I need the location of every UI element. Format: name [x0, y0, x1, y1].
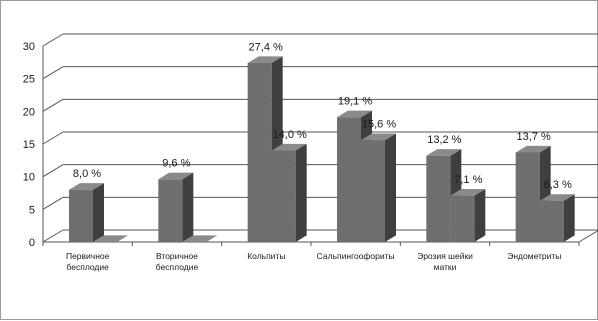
bar-0-3-top [337, 110, 372, 118]
y-tick-label: 10 [23, 172, 35, 184]
data-label: 6,3 % [544, 179, 572, 191]
data-label: 13,2 % [427, 134, 461, 146]
bar-0-0-front [69, 189, 93, 242]
y-tick-label: 20 [23, 106, 35, 118]
bar-0-1-top [158, 172, 194, 180]
y-tick-label: 25 [23, 74, 35, 86]
bar-1-4-side [474, 189, 486, 242]
bar-1-2-front [271, 150, 296, 242]
gridline-depth-25 [42, 66, 64, 80]
bar-1-4-front [450, 195, 475, 242]
bar-0-5-top [515, 145, 551, 153]
bar-1-1-top [182, 235, 218, 242]
data-label: 7,1 % [454, 174, 482, 186]
bar-1-0-top [93, 235, 128, 242]
bar-1-5-side [563, 194, 575, 242]
bar-0-1-side [182, 172, 194, 242]
y-tick-label: 15 [23, 139, 35, 151]
y-tick-label: 5 [29, 204, 35, 216]
data-label: 13,7 % [517, 131, 551, 143]
bar-0-4-top [426, 149, 462, 156]
y-tick-label: 0 [29, 237, 35, 249]
bar-0-3-front [337, 117, 361, 242]
bar-0-4-front [426, 155, 451, 242]
bar-1-2-side [295, 143, 307, 242]
bar-1-3-top [361, 133, 396, 141]
data-label: 27,4 % [249, 41, 283, 53]
bar-1-2-top [271, 143, 307, 151]
bar-0-1-front [158, 179, 183, 242]
data-label: 15,6 % [362, 118, 396, 130]
category-label: Вторичное бесплодие [156, 251, 199, 272]
category-label: Эндометриты [507, 251, 561, 261]
floor-right-edge [578, 230, 598, 243]
bar-0-2-top [247, 56, 283, 63]
bar-1-5-top [539, 194, 575, 201]
category-label: Сальпингоофориты [317, 251, 395, 261]
bar-1-3 [361, 133, 396, 242]
data-label: 8,0 % [73, 168, 101, 180]
data-label: 19,1 % [338, 96, 372, 108]
bar-1-1 [182, 235, 218, 242]
data-label: 9,6 % [162, 158, 190, 170]
gridline-depth-10 [42, 164, 64, 178]
gridline-depth-0 [42, 229, 64, 243]
bar-1-4-top [450, 189, 486, 196]
bar-1-5-front [539, 200, 564, 242]
bar-0-1 [158, 172, 194, 242]
bar-0-0 [69, 183, 104, 242]
category-label: Первичное бесплодие [66, 251, 110, 272]
category-label: Кольпиты [247, 251, 285, 261]
bar-0-0-top [69, 183, 104, 190]
bar-0-0-side [93, 183, 104, 242]
y-tick-label: 30 [23, 41, 35, 53]
gridline-depth-20 [42, 98, 64, 112]
bar-0-5-front [515, 152, 540, 242]
bar-1-0 [93, 235, 128, 242]
bar-1-4 [450, 189, 486, 242]
gridline-depth-5 [42, 196, 64, 210]
bar-1-3-front [361, 140, 385, 242]
bar-0-2-front [247, 62, 272, 243]
category-label: Эрозия шейки матки [417, 251, 473, 272]
data-label: 14,0 % [273, 129, 307, 141]
bar-1-5 [539, 194, 575, 242]
bar-1-3-side [385, 133, 396, 242]
gridline-depth-15 [42, 131, 64, 145]
bar-1-2 [271, 143, 307, 242]
gridline-depth-30 [42, 33, 64, 47]
